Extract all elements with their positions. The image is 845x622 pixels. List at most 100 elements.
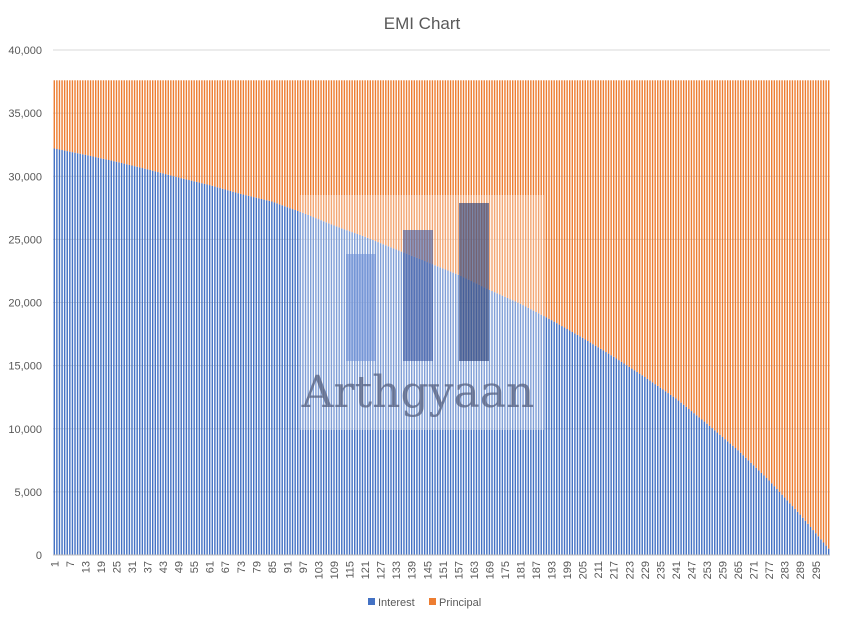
principal-bar <box>781 80 783 495</box>
interest-bar <box>493 292 496 555</box>
x-tick-label: 91 <box>282 561 294 573</box>
principal-bar <box>625 80 628 366</box>
interest-bar <box>268 200 270 555</box>
principal-bar <box>167 80 169 175</box>
interest-bar <box>434 265 436 555</box>
interest-bar <box>164 174 167 555</box>
x-tick-label: 61 <box>205 561 217 573</box>
principal-bar <box>807 80 809 524</box>
interest-bar <box>613 356 615 555</box>
chart-title: EMI Chart <box>384 14 461 33</box>
interest-bar <box>84 154 87 556</box>
principal-bar <box>651 80 654 383</box>
watermark-bar-1 <box>346 254 376 361</box>
principal-bar <box>294 80 296 211</box>
interest-bar <box>354 233 356 555</box>
interest-bar <box>335 226 338 555</box>
principal-bar <box>172 80 175 177</box>
principal-bar <box>322 80 325 222</box>
principal-bar <box>356 80 359 235</box>
interest-bar <box>361 235 364 555</box>
principal-bar <box>581 80 584 338</box>
principal-bar <box>276 80 278 204</box>
interest-bar <box>654 384 656 555</box>
interest-bar <box>133 166 136 555</box>
interest-bar <box>633 370 636 555</box>
x-axis-tick-labels: 1 7 13 19 25 31 37 43 49 55 61 67 73 79 85 91 97 103 109 11… <box>49 561 822 579</box>
interest-bar <box>242 194 245 555</box>
interest-bar <box>53 148 55 555</box>
interest-bar <box>690 411 693 555</box>
interest-bar <box>196 181 198 555</box>
x-tick-label: 145 <box>422 561 434 579</box>
principal-bar <box>677 80 680 401</box>
principal-bar <box>470 80 472 282</box>
principal-bar <box>734 80 737 449</box>
principal-bar <box>682 80 685 405</box>
principal-bar <box>822 80 825 543</box>
principal-bar <box>574 80 576 334</box>
principal-bar <box>330 80 333 225</box>
x-tick-label: 283 <box>780 561 792 579</box>
interest-bar <box>170 175 172 555</box>
interest-bar <box>467 279 470 555</box>
principal-bar <box>338 80 340 228</box>
principal-bar <box>535 80 537 312</box>
interest-bar <box>95 157 97 555</box>
interest-bar <box>680 402 682 555</box>
interest-bar <box>657 385 659 555</box>
principal-bar <box>253 80 255 198</box>
interest-bar <box>540 314 542 555</box>
interest-bar <box>172 176 175 555</box>
principal-bar <box>348 80 351 232</box>
principal-bar <box>815 80 817 534</box>
interest-bar <box>677 400 680 555</box>
interest-bar <box>742 455 744 555</box>
principal-bar <box>139 80 141 168</box>
principal-bar <box>690 80 693 412</box>
principal-bar <box>260 80 263 199</box>
principal-bar <box>563 80 566 328</box>
principal-bar <box>698 80 700 418</box>
principal-bar <box>377 80 379 243</box>
interest-bar <box>271 201 273 555</box>
interest-bar <box>309 216 312 555</box>
interest-bar <box>431 264 434 555</box>
interest-bar <box>628 366 630 555</box>
interest-bar <box>167 174 169 555</box>
interest-bar <box>328 223 330 555</box>
interest-bar <box>113 161 115 555</box>
interest-bar <box>444 269 447 555</box>
principal-bar <box>105 80 107 160</box>
interest-bar <box>535 311 537 555</box>
principal-bar <box>584 80 586 340</box>
principal-bar <box>359 80 361 235</box>
interest-bar <box>372 240 374 555</box>
x-tick-label: 97 <box>298 561 310 573</box>
principal-bar <box>442 80 444 269</box>
principal-bar <box>58 80 61 150</box>
interest-bar <box>395 249 397 556</box>
principal-bar <box>778 80 781 492</box>
principal-bar <box>512 80 514 301</box>
interest-bar <box>537 313 540 555</box>
interest-bar <box>128 164 131 555</box>
interest-bar <box>488 289 491 556</box>
interest-bar <box>571 331 573 555</box>
principal-bar <box>71 80 74 153</box>
principal-bar <box>493 80 496 293</box>
x-tick-label: 1 <box>49 561 61 567</box>
interest-bar <box>253 197 255 555</box>
y-axis-tick-labels: 0 5,000 10,000 15,000 20,000 25,000 30,000 35,0… <box>8 45 42 562</box>
principal-bar <box>550 80 553 321</box>
interest-bar <box>460 275 462 555</box>
interest-bar <box>403 252 405 555</box>
interest-bar <box>594 345 597 555</box>
interest-bar <box>799 514 801 555</box>
interest-bar <box>698 417 700 555</box>
principal-bar <box>309 80 312 217</box>
interest-bar <box>618 360 620 555</box>
interest-bar <box>501 295 504 555</box>
interest-bar <box>804 520 807 555</box>
interest-bar <box>496 293 498 555</box>
